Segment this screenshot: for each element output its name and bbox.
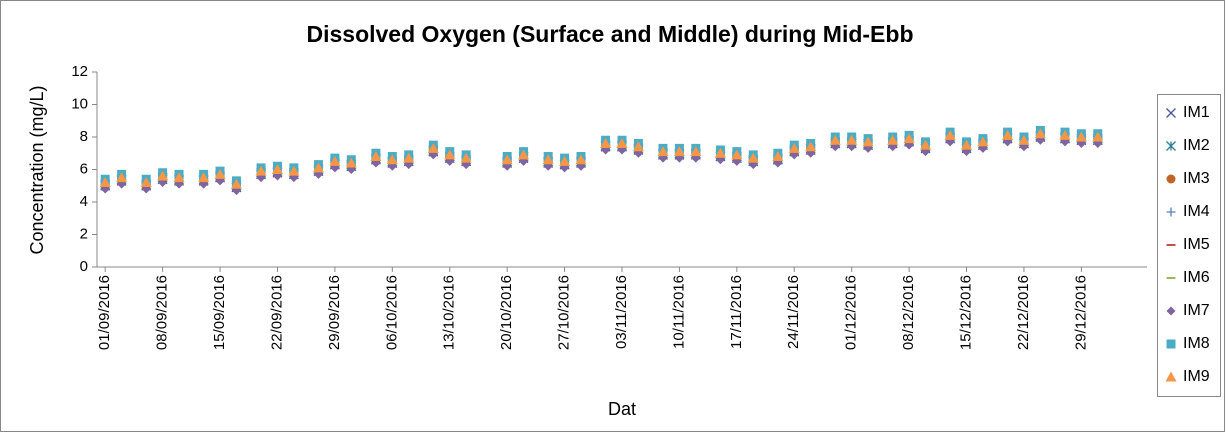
- data-point: [903, 133, 915, 144]
- data-point: [616, 138, 628, 148]
- data-point: [772, 151, 784, 161]
- x-tick-label: 01/09/2016: [96, 275, 113, 350]
- x-tick-label: 24/11/2016: [785, 275, 802, 349]
- data-point: [140, 177, 152, 187]
- legend-marker: [1166, 141, 1176, 151]
- y-tick-label: 8: [80, 128, 88, 145]
- data-point: [518, 149, 530, 160]
- data-point: [944, 129, 956, 140]
- y-tick-label: 10: [71, 95, 88, 112]
- x-tick-label: 06/10/2016: [383, 275, 400, 350]
- legend-label: IM8: [1183, 335, 1210, 352]
- data-point: [157, 170, 169, 181]
- data-point: [444, 149, 456, 160]
- data-point: [386, 154, 398, 165]
- y-tick-label: 0: [80, 258, 88, 275]
- data-point: [116, 172, 128, 183]
- y-tick-label: 4: [80, 193, 88, 210]
- legend-label: IM4: [1183, 203, 1210, 220]
- legend-label: IM7: [1183, 302, 1210, 319]
- legend-label: IM3: [1183, 170, 1210, 187]
- data-point: [846, 134, 858, 145]
- y-tick-label: 6: [80, 160, 88, 177]
- data-point: [887, 134, 899, 145]
- legend-marker: [1165, 371, 1177, 382]
- data-point: [214, 168, 226, 179]
- x-tick-label: 22/12/2016: [1015, 275, 1032, 350]
- data-point: [198, 172, 210, 183]
- data-point: [329, 155, 341, 166]
- data-point: [731, 149, 743, 160]
- x-tick-label: 03/11/2016: [613, 275, 630, 349]
- data-point: [862, 136, 874, 147]
- legend-marker: [1166, 108, 1176, 118]
- data-point: [173, 172, 185, 183]
- data-point: [788, 142, 800, 153]
- x-tick-label: 10/11/2016: [670, 275, 687, 349]
- x-axis-label: Dat: [608, 399, 636, 419]
- legend-label: IM1: [1183, 104, 1210, 121]
- data-point: [403, 152, 415, 163]
- data-point: [805, 141, 817, 152]
- data-point: [690, 146, 702, 157]
- data-point: [600, 138, 612, 148]
- data-point: [961, 139, 973, 150]
- data-point: [575, 154, 587, 165]
- x-tick-label: 15/09/2016: [211, 275, 228, 350]
- data-point: [829, 134, 841, 145]
- legend-marker: [1166, 306, 1176, 316]
- data-point: [460, 152, 472, 163]
- data-point: [747, 152, 759, 163]
- x-tick-label: 15/12/2016: [958, 275, 975, 350]
- data-point: [370, 151, 382, 161]
- x-tick-label: 17/11/2016: [728, 275, 745, 349]
- data-point: [230, 178, 242, 189]
- data-point: [714, 147, 726, 158]
- data-point: [657, 146, 669, 157]
- x-tick-label: 22/09/2016: [268, 275, 285, 350]
- y-tick-label: 2: [80, 225, 88, 242]
- chart-title: Dissolved Oxygen (Surface and Middle) du…: [306, 21, 913, 47]
- legend-marker: [1166, 207, 1176, 217]
- data-point: [1002, 129, 1014, 140]
- data-point: [345, 157, 357, 168]
- data-point: [977, 136, 989, 147]
- data-point: [99, 177, 111, 187]
- data-point: [920, 139, 932, 150]
- x-tick-label: 29/12/2016: [1072, 275, 1089, 350]
- data-point: [1092, 131, 1104, 142]
- data-point: [255, 165, 267, 176]
- data-point: [1059, 129, 1071, 140]
- legend-marker: [1166, 174, 1176, 184]
- x-tick-label: 27/10/2016: [556, 275, 573, 350]
- data-point: [1034, 128, 1046, 139]
- data-point: [427, 142, 439, 153]
- data-point: [673, 146, 685, 157]
- y-tick-label: 12: [71, 63, 88, 80]
- x-tick-label: 29/09/2016: [326, 275, 343, 350]
- data-point: [1018, 134, 1030, 145]
- data-point: [501, 154, 513, 165]
- legend-label: IM6: [1183, 269, 1210, 286]
- data-point: [271, 164, 283, 174]
- x-tick-label: 08/12/2016: [900, 275, 917, 350]
- data-point: [542, 154, 554, 165]
- legend-label: IM5: [1183, 236, 1210, 253]
- x-tick-label: 13/10/2016: [441, 275, 458, 350]
- data-point: [1075, 131, 1087, 142]
- data-point: [632, 141, 644, 152]
- x-tick-label: 20/10/2016: [498, 275, 515, 350]
- x-tick-label: 08/09/2016: [154, 275, 171, 350]
- data-point: [559, 155, 571, 166]
- x-tick-label: 01/12/2016: [843, 275, 860, 350]
- legend-marker: [1166, 339, 1176, 349]
- legend-label: IM9: [1183, 368, 1210, 385]
- data-point: [312, 162, 324, 173]
- data-point: [288, 165, 300, 176]
- y-axis-label: Concentration (mg/L): [27, 85, 47, 254]
- legend-label: IM2: [1183, 137, 1210, 154]
